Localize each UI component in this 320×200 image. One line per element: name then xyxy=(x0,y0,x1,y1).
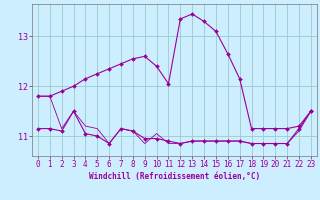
X-axis label: Windchill (Refroidissement éolien,°C): Windchill (Refroidissement éolien,°C) xyxy=(89,172,260,181)
